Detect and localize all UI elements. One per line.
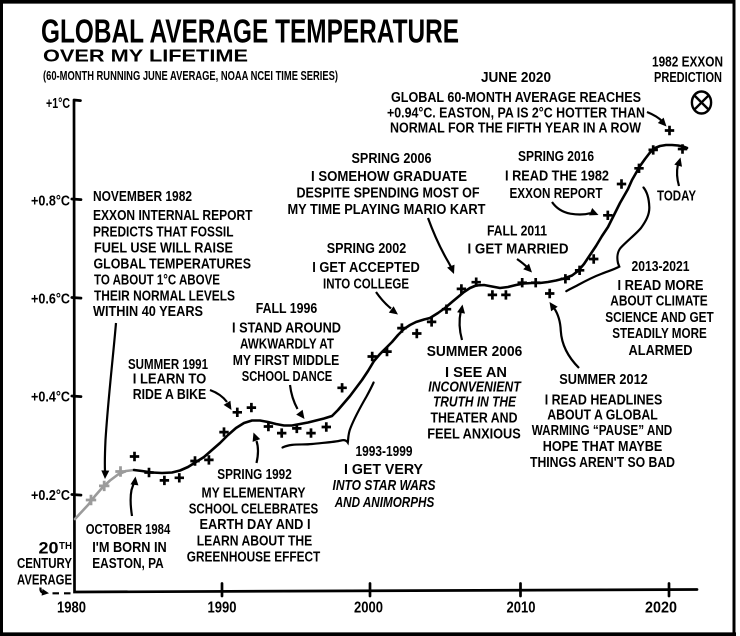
svg-text:OCTOBER 1984: OCTOBER 1984 — [86, 522, 171, 538]
svg-text:1993-1999: 1993-1999 — [356, 444, 413, 460]
svg-text:I READ THE 1982: I READ THE 1982 — [505, 169, 609, 185]
svg-text:2000: 2000 — [354, 600, 383, 617]
svg-text:SPRING 2016: SPRING 2016 — [518, 149, 594, 165]
svg-text:THEIR NORMAL LEVELS: THEIR NORMAL LEVELS — [94, 289, 235, 305]
svg-text:RIDE A BIKE: RIDE A BIKE — [133, 387, 207, 403]
svg-text:I GET ACCEPTED: I GET ACCEPTED — [312, 260, 420, 276]
svg-text:MY TIME PLAYING MARIO KART: MY TIME PLAYING MARIO KART — [288, 202, 486, 218]
svg-text:INTO COLLEGE: INTO COLLEGE — [323, 277, 409, 293]
svg-text:FEEL ANXIOUS: FEEL ANXIOUS — [427, 427, 521, 443]
svg-text:FALL 2011: FALL 2011 — [487, 224, 547, 240]
svg-text:MY ELEMENTARY: MY ELEMENTARY — [202, 486, 306, 502]
svg-text:HOPE THAT MAYBE: HOPE THAT MAYBE — [543, 439, 663, 455]
svg-text:I READ MORE: I READ MORE — [618, 278, 704, 294]
svg-text:AND ANIMORPHS: AND ANIMORPHS — [334, 495, 435, 511]
svg-text:+0.8°C: +0.8°C — [31, 194, 70, 210]
svg-text:+0.2°C: +0.2°C — [31, 488, 70, 504]
svg-text:THINGS AREN'T SO BAD: THINGS AREN'T SO BAD — [530, 455, 675, 471]
svg-text:1990: 1990 — [208, 600, 237, 617]
svg-text:GREENHOUSE EFFECT: GREENHOUSE EFFECT — [187, 550, 321, 566]
svg-text:+1°C: +1°C — [46, 96, 70, 112]
svg-text:1980: 1980 — [57, 600, 86, 617]
svg-text:SUMMER 2006: SUMMER 2006 — [427, 344, 523, 360]
svg-text:WITHIN 40 YEARS: WITHIN 40 YEARS — [93, 304, 203, 320]
svg-text:JUNE 2020: JUNE 2020 — [481, 70, 551, 86]
svg-text:GLOBAL 60-MONTH AVERAGE REACHE: GLOBAL 60-MONTH AVERAGE REACHES — [391, 90, 641, 106]
svg-text:TODAY: TODAY — [657, 189, 696, 205]
svg-text:SUMMER 2012: SUMMER 2012 — [559, 372, 648, 388]
svg-text:FUEL USE WILL RAISE: FUEL USE WILL RAISE — [94, 241, 233, 257]
svg-text:EARTH DAY AND I: EARTH DAY AND I — [200, 517, 311, 533]
svg-text:INCONVENIENT: INCONVENIENT — [428, 380, 521, 396]
svg-text:EASTON, PA: EASTON, PA — [92, 556, 164, 572]
svg-text:DESPITE SPENDING MOST OF: DESPITE SPENDING MOST OF — [297, 186, 480, 202]
svg-text:I'M BORN IN: I'M BORN IN — [92, 540, 167, 556]
svg-text:+0.4°C: +0.4°C — [31, 390, 70, 406]
svg-text:I READ HEADLINES: I READ HEADLINES — [545, 393, 663, 409]
svg-text:SPRING 2006: SPRING 2006 — [352, 151, 432, 167]
svg-text:20: 20 — [39, 540, 59, 558]
svg-text:AVERAGE: AVERAGE — [17, 573, 72, 589]
svg-text:EXXON REPORT: EXXON REPORT — [510, 186, 603, 202]
svg-text:SPRING 1992: SPRING 1992 — [217, 467, 292, 483]
svg-text:1982 EXXON: 1982 EXXON — [652, 55, 723, 71]
svg-text:SPRING 2002: SPRING 2002 — [327, 241, 407, 257]
svg-text:OVER MY LIFETIME: OVER MY LIFETIME — [43, 46, 248, 66]
svg-text:I STAND AROUND: I STAND AROUND — [232, 321, 341, 337]
svg-text:THEATER AND: THEATER AND — [431, 411, 518, 427]
svg-text:SCIENCE AND GET: SCIENCE AND GET — [605, 310, 714, 326]
svg-text:LEARN ABOUT THE: LEARN ABOUT THE — [197, 534, 313, 550]
svg-text:MY FIRST MIDDLE: MY FIRST MIDDLE — [233, 353, 340, 369]
svg-text:I GET MARRIED: I GET MARRIED — [468, 242, 569, 258]
svg-text:+0.6°C: +0.6°C — [31, 292, 70, 308]
svg-text:TH: TH — [59, 541, 72, 552]
svg-text:SUMMER 1991: SUMMER 1991 — [128, 357, 208, 373]
svg-text:2010: 2010 — [507, 600, 536, 617]
svg-text:NOVEMBER 1982: NOVEMBER 1982 — [93, 189, 192, 205]
svg-text:SCHOOL CELEBRATES: SCHOOL CELEBRATES — [189, 502, 319, 518]
svg-text:I GET VERY: I GET VERY — [344, 462, 423, 478]
svg-text:CENTURY: CENTURY — [17, 556, 72, 572]
svg-text:PREDICTION: PREDICTION — [654, 70, 722, 86]
svg-text:AWKWARDLY AT: AWKWARDLY AT — [240, 337, 334, 353]
svg-text:I SEE AN: I SEE AN — [445, 365, 507, 381]
svg-text:I LEARN TO: I LEARN TO — [133, 372, 207, 388]
svg-text:GLOBAL AVERAGE TEMPERATURE: GLOBAL AVERAGE TEMPERATURE — [41, 13, 459, 50]
svg-text:EXXON INTERNAL REPORT: EXXON INTERNAL REPORT — [93, 208, 253, 224]
svg-text:GLOBAL TEMPERATURES: GLOBAL TEMPERATURES — [94, 257, 252, 273]
svg-text:I SOMEHOW GRADUATE: I SOMEHOW GRADUATE — [311, 169, 467, 185]
svg-text:+0.94°C. EASTON, PA IS 2°C HOT: +0.94°C. EASTON, PA IS 2°C HOTTER THAN — [387, 106, 645, 122]
svg-text:INTO STAR WARS: INTO STAR WARS — [333, 478, 436, 494]
svg-text:STEADILY MORE: STEADILY MORE — [612, 326, 707, 342]
svg-text:SCHOOL DANCE: SCHOOL DANCE — [242, 369, 333, 385]
svg-text:WARMING “PAUSE” AND: WARMING “PAUSE” AND — [532, 423, 673, 439]
svg-text:ABOUT A GLOBAL: ABOUT A GLOBAL — [547, 408, 658, 424]
svg-text:FALL 1996: FALL 1996 — [256, 301, 318, 317]
svg-text:TO ABOUT 1°C ABOVE: TO ABOUT 1°C ABOVE — [94, 273, 220, 289]
svg-text:NORMAL FOR THE FIFTH YEAR IN A: NORMAL FOR THE FIFTH YEAR IN A ROW — [390, 121, 641, 137]
svg-text:PREDICTS THAT FOSSIL: PREDICTS THAT FOSSIL — [93, 225, 234, 241]
svg-text:2013-2021: 2013-2021 — [632, 259, 690, 275]
svg-text:2020: 2020 — [645, 600, 677, 617]
svg-text:(60-MONTH RUNNING JUNE AVERAGE: (60-MONTH RUNNING JUNE AVERAGE, NOAA NCE… — [43, 68, 338, 83]
svg-text:ABOUT CLIMATE: ABOUT CLIMATE — [610, 294, 708, 310]
svg-text:ALARMED: ALARMED — [629, 343, 693, 359]
svg-text:TRUTH IN THE: TRUTH IN THE — [433, 395, 517, 411]
